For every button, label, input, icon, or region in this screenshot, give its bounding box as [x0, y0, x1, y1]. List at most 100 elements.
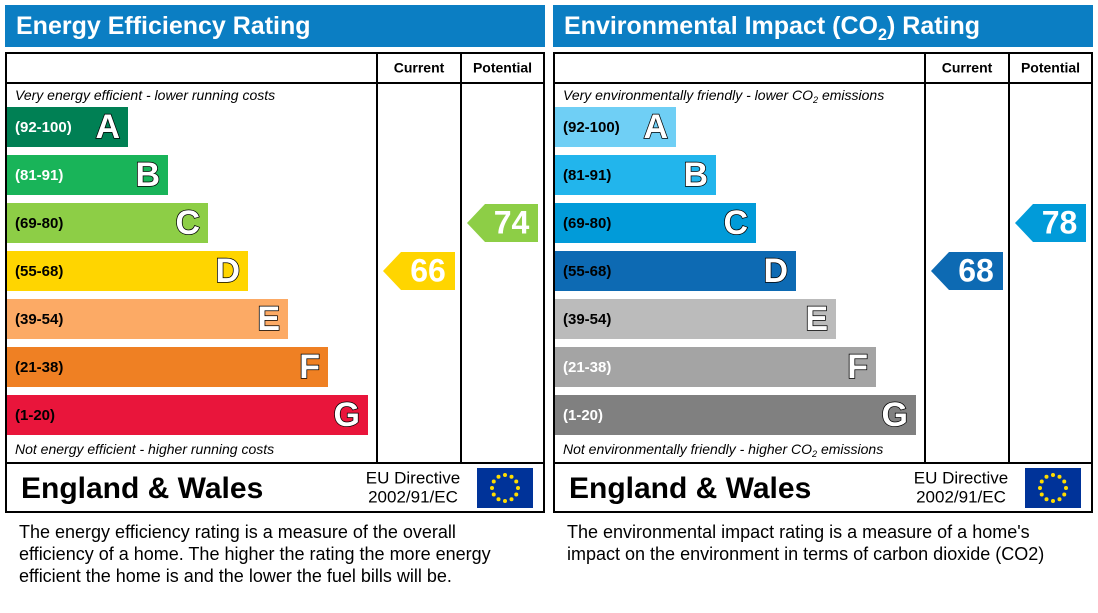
description: The environmental impact rating is a mea… — [567, 522, 1030, 542]
top-note-part: emissions — [818, 87, 884, 103]
band-letter: E — [805, 300, 828, 338]
top-note: Very energy efficient - lower running co… — [15, 87, 275, 103]
band-letter: A — [95, 108, 120, 146]
eu-star — [509, 497, 514, 502]
column-header: Current — [394, 60, 445, 76]
band-letter: G — [882, 396, 908, 434]
rating-band — [7, 299, 288, 339]
panel-title-part: ) Rating — [887, 12, 980, 40]
bottom-note: Not environmentally friendly - higher CO… — [563, 441, 883, 460]
directive: EU Directive — [366, 468, 460, 487]
panel-title-part: 2 — [878, 26, 887, 44]
band-range: (1-20) — [15, 407, 55, 424]
eu-star — [1062, 492, 1067, 497]
eu-star — [514, 479, 519, 484]
band-letter: A — [643, 108, 668, 146]
band-letter: F — [847, 348, 868, 386]
band-letter: D — [215, 252, 240, 290]
top-note-part: 2 — [812, 95, 818, 105]
rating-band — [555, 299, 836, 339]
band-range: (39-54) — [15, 311, 63, 328]
rating-band — [7, 203, 208, 243]
rating-band — [555, 203, 756, 243]
top-note: Very environmentally friendly - lower CO… — [563, 87, 884, 106]
bottom-note-part: Not energy efficient - higher running co… — [15, 441, 274, 457]
eu-star — [496, 497, 501, 502]
rating-arrow — [1015, 204, 1086, 242]
band-letter: C — [175, 204, 200, 242]
eu-star — [1039, 492, 1044, 497]
top-note-part: Very energy efficient - lower running co… — [15, 87, 275, 103]
column-header: Current — [942, 60, 993, 76]
footer-frame — [553, 462, 1093, 513]
band-range: (55-68) — [15, 263, 63, 280]
eu-star — [491, 479, 496, 484]
band-letter: F — [299, 348, 320, 386]
panel-title: Energy Efficiency Rating — [16, 12, 311, 40]
eu-star — [1044, 497, 1049, 502]
band-letter: E — [257, 300, 280, 338]
panel-title-part: Environmental Impact (CO — [564, 12, 878, 40]
eu-star — [1057, 497, 1062, 502]
eu-star — [503, 499, 507, 503]
band-range: (81-91) — [563, 167, 611, 184]
bottom-note-part: Not environmentally friendly - higher CO — [563, 441, 812, 457]
rating-band — [7, 347, 328, 387]
rating-band — [555, 251, 796, 291]
rating-band — [7, 107, 128, 147]
eu-star — [514, 492, 519, 497]
band-range: (81-91) — [15, 167, 63, 184]
directive: EU Directive — [914, 468, 1008, 487]
rating-band — [7, 155, 168, 195]
bottom-note: Not energy efficient - higher running co… — [15, 441, 274, 457]
eu-star — [490, 486, 494, 490]
eu-star — [1057, 474, 1062, 479]
description: efficiency of a home. The higher the rat… — [19, 544, 491, 564]
eu-star — [491, 492, 496, 497]
eu-star — [1038, 486, 1042, 490]
rating-value: 74 — [494, 204, 530, 240]
eu-star — [516, 486, 520, 490]
region: England & Wales — [569, 472, 811, 505]
rating-band — [555, 347, 876, 387]
band-range: (92-100) — [563, 119, 620, 136]
eu-star — [509, 474, 514, 479]
band-range: (92-100) — [15, 119, 72, 136]
bottom-note-part: 2 — [811, 449, 817, 459]
band-range: (1-20) — [563, 407, 603, 424]
column-header: Potential — [1021, 60, 1080, 76]
directive: 2002/91/EC — [368, 487, 458, 506]
panel-title: Environmental Impact (CO2) Rating — [564, 12, 980, 45]
title-bar — [5, 5, 545, 47]
band-letter: B — [135, 156, 160, 194]
footer-frame — [5, 462, 545, 513]
band-letter: G — [334, 396, 360, 434]
title-bar — [553, 5, 1093, 47]
top-note-part: Very environmentally friendly - lower CO — [563, 87, 813, 103]
band-range: (39-54) — [563, 311, 611, 328]
panel-title-part: Energy Efficiency Rating — [16, 12, 311, 40]
rating-band — [7, 251, 248, 291]
eu-star — [1051, 499, 1055, 503]
rating-arrow — [467, 204, 538, 242]
eu-star — [503, 473, 507, 477]
rating-value: 66 — [410, 252, 446, 288]
rating-band — [555, 107, 676, 147]
band-range: (55-68) — [563, 263, 611, 280]
description: efficient the home is and the lower the … — [19, 566, 452, 586]
region: England & Wales — [21, 472, 263, 505]
eu-star — [1051, 473, 1055, 477]
description: The energy efficiency rating is a measur… — [19, 522, 456, 542]
rating-band — [555, 155, 716, 195]
rating-arrow — [931, 252, 1003, 290]
eu-star — [1062, 479, 1067, 484]
eu-star — [1044, 474, 1049, 479]
band-letter: D — [763, 252, 788, 290]
rating-arrow — [383, 252, 455, 290]
band-range: (21-38) — [15, 359, 63, 376]
rating-band — [555, 395, 916, 435]
directive: 2002/91/EC — [916, 487, 1006, 506]
eu-star — [1064, 486, 1068, 490]
bottom-note-part: emissions — [817, 441, 883, 457]
